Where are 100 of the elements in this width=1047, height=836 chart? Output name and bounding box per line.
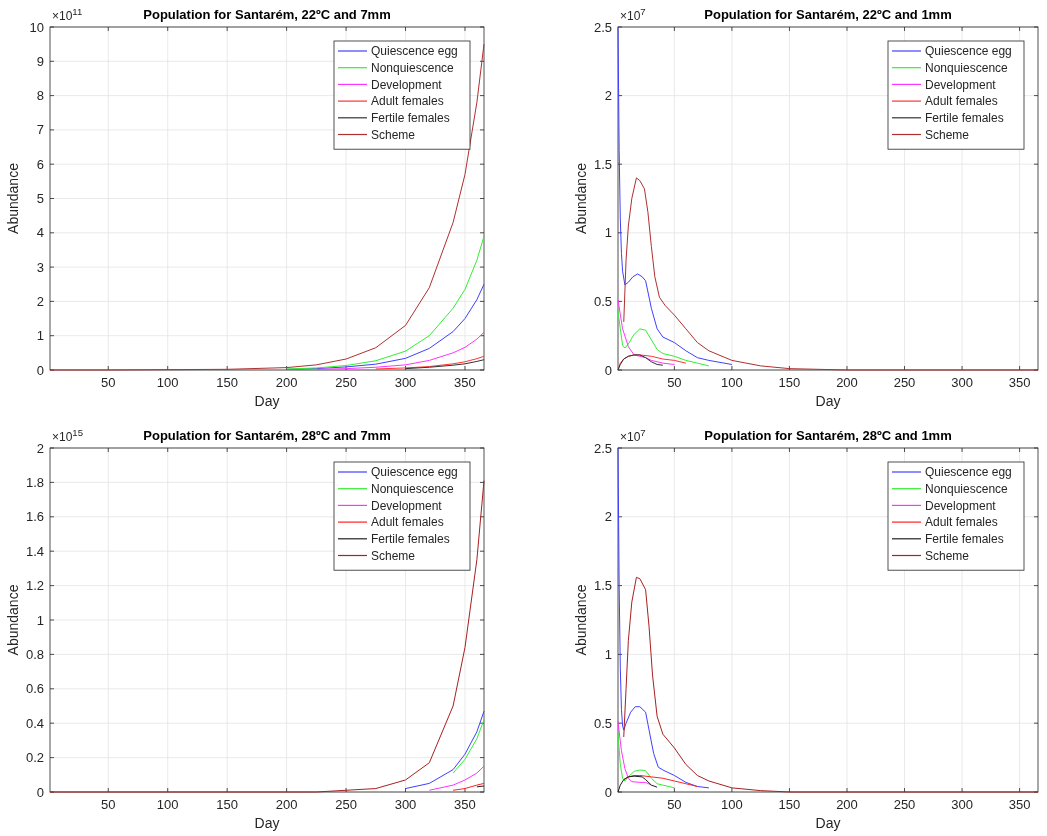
x-tick-label: 250 — [893, 375, 916, 390]
line-series — [617, 26, 733, 366]
legend-label: Nonquiescence — [371, 60, 455, 75]
y-tick-label: 2.5 — [593, 440, 612, 456]
y-tick-label: 10 — [29, 19, 44, 35]
y-tick-label: 4 — [36, 225, 44, 241]
x-tick-label: 150 — [216, 797, 239, 812]
y-tick-label: 1.5 — [593, 156, 612, 172]
y-tick-label: 0.8 — [25, 646, 44, 662]
line-series — [617, 732, 675, 789]
y-tick-label: 1 — [604, 646, 612, 662]
x-axis-title: Day — [254, 393, 280, 409]
x-tick-label: 100 — [721, 375, 743, 390]
legend-label: Scheme — [371, 548, 416, 563]
y-tick-label: 0.5 — [593, 715, 612, 731]
x-axis-title: Day — [254, 815, 280, 831]
x-axis-title: Day — [815, 815, 841, 831]
legend-label: Quiescence egg — [371, 465, 458, 480]
y-tick-label: 1.4 — [25, 543, 44, 559]
legend-label: Development — [925, 77, 997, 92]
y-tick-label: 1.5 — [593, 578, 612, 594]
y-axis-title: Abundance — [5, 162, 21, 234]
y-tick-label: 8 — [36, 88, 44, 104]
legend-label: Quiescence egg — [925, 44, 1012, 59]
y-tick-label: 1 — [36, 612, 44, 628]
y-tick-label: 6 — [36, 156, 44, 172]
line-series — [617, 299, 675, 366]
y-axis-title: Abundance — [5, 584, 21, 656]
legend-label: Fertile females — [371, 111, 450, 125]
x-tick-label: 250 — [335, 797, 357, 812]
x-tick-label: 200 — [836, 797, 858, 812]
legend-label: Nonquiescence — [925, 60, 1009, 75]
x-axis-title: Day — [815, 393, 841, 409]
y-tick-label: 0.5 — [593, 293, 612, 309]
y-tick-label: 1.6 — [25, 509, 44, 525]
y-tick-label: 2 — [36, 440, 44, 456]
x-tick-label: 200 — [275, 375, 298, 390]
legend-label: Scheme — [925, 127, 970, 142]
line-series — [452, 719, 485, 774]
x-tick-label: 350 — [454, 797, 476, 812]
x-tick-label: 150 — [216, 375, 239, 390]
x-tick-label: 300 — [951, 797, 973, 812]
x-tick-label: 200 — [836, 375, 858, 390]
y-tick-label: 0 — [604, 784, 612, 800]
y-tick-label: 3 — [36, 259, 44, 275]
x-tick-label: 350 — [454, 375, 476, 390]
x-tick-label: 50 — [101, 797, 116, 812]
x-tick-label: 100 — [721, 797, 743, 812]
legend-label: Adult females — [925, 515, 998, 530]
y-tick-label: 7 — [36, 122, 44, 138]
y-tick-label: 0 — [604, 362, 612, 378]
x-tick-label: 150 — [778, 375, 801, 390]
line-series — [315, 331, 485, 370]
y-tick-label: 1.8 — [25, 474, 44, 490]
line-series — [617, 310, 710, 367]
y-tick-label: 2 — [604, 88, 612, 104]
chart-title: Population for Santarém, 22ºC and 1mm — [704, 7, 952, 22]
chart-title: Population for Santarém, 28ºC and 1mm — [704, 428, 952, 443]
legend-label: Fertile females — [925, 111, 1004, 125]
line-series — [405, 710, 485, 790]
y-tick-label: 0 — [36, 362, 44, 378]
legend-label: Adult females — [371, 94, 444, 109]
text: ×10$^{7}$ — [620, 426, 646, 444]
y-tick-label: 1 — [604, 225, 612, 241]
legend-label: Quiescence egg — [371, 44, 458, 59]
chart-title: Population for Santarém, 28ºC and 7mm — [143, 428, 391, 443]
legend-label: Scheme — [371, 127, 416, 142]
line-series — [405, 359, 485, 370]
x-tick-label: 300 — [951, 375, 973, 390]
x-tick-label: 100 — [156, 797, 179, 812]
line-series — [623, 177, 1039, 371]
x-tick-label: 150 — [778, 797, 801, 812]
y-tick-label: 2.5 — [593, 19, 612, 35]
x-tick-label: 350 — [1008, 797, 1031, 812]
line-series — [617, 447, 710, 789]
y-tick-label: 2 — [604, 509, 612, 525]
x-tick-label: 100 — [156, 375, 179, 390]
line-series — [286, 235, 485, 370]
legend-label: Nonquiescence — [371, 481, 455, 496]
x-tick-label: 300 — [394, 375, 417, 390]
legend-label: Adult females — [925, 94, 998, 109]
legend-label: Fertile females — [925, 532, 1004, 546]
text: ×10$^{7}$ — [620, 5, 646, 23]
y-tick-label: 0.4 — [25, 715, 44, 731]
legend-label: Development — [371, 498, 443, 513]
text: ×10$^{15}$ — [52, 426, 84, 444]
y-tick-label: 1.2 — [25, 578, 44, 594]
legend-label: Development — [371, 77, 443, 92]
line-series — [617, 354, 664, 371]
y-tick-label: 0.6 — [25, 681, 44, 697]
y-tick-label: 5 — [36, 191, 44, 207]
line-series — [623, 576, 1039, 793]
x-tick-label: 250 — [335, 375, 357, 390]
y-tick-label: 0.2 — [25, 750, 44, 766]
x-tick-label: 350 — [1008, 375, 1031, 390]
y-tick-label: 2 — [36, 293, 44, 309]
legend-label: Adult females — [371, 515, 444, 530]
legend-label: Nonquiescence — [925, 481, 1009, 496]
x-tick-label: 200 — [275, 797, 298, 812]
legend-label: Fertile females — [371, 532, 450, 546]
